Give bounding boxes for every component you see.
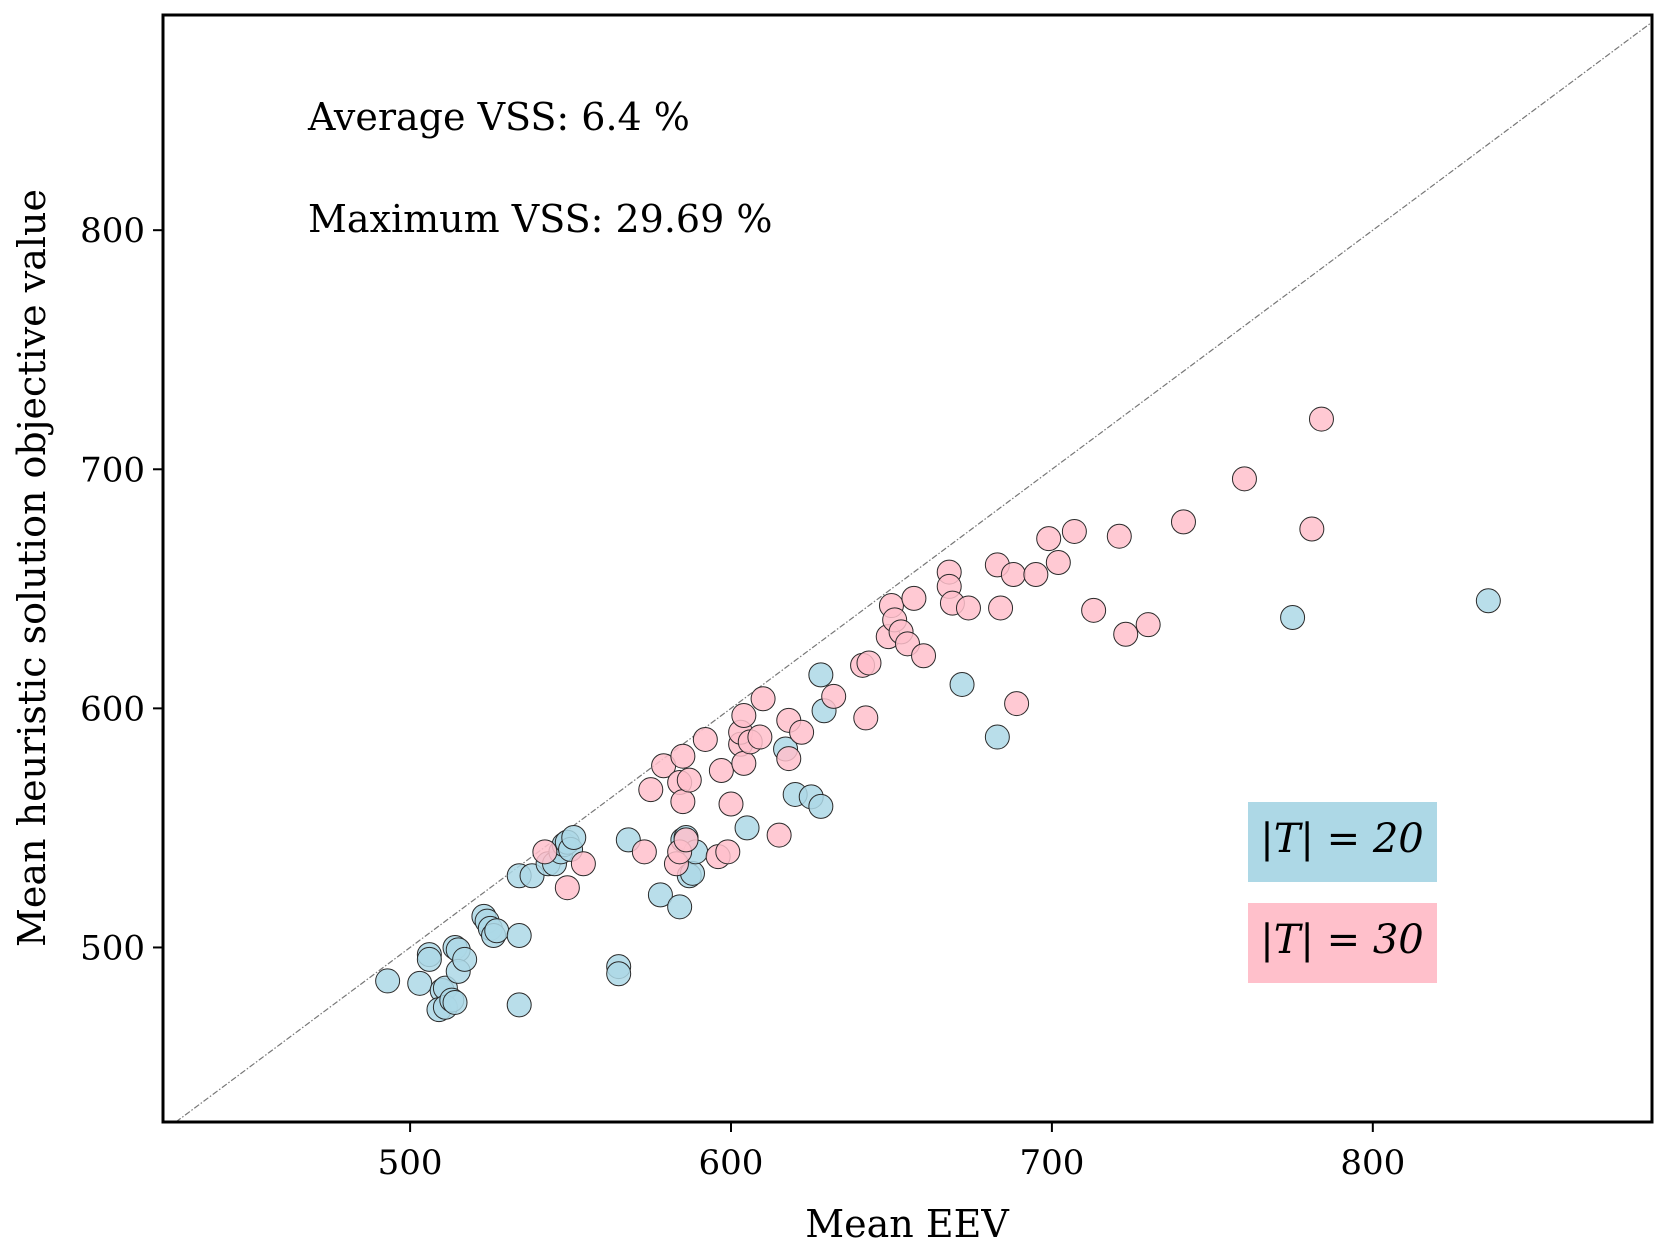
data-point-t30-54 (1113, 621, 1139, 647)
data-point-t20-47 (949, 671, 975, 697)
data-point-t30-16 (715, 839, 741, 865)
data-point-t30-4 (638, 777, 664, 803)
data-point-t30-52 (1081, 597, 1107, 623)
data-point-t30-57 (1231, 466, 1257, 492)
data-point-t30-43 (955, 595, 981, 621)
reference-line (175, 21, 1653, 1123)
data-point-t30-59 (1308, 406, 1334, 432)
data-point-t30-32 (856, 650, 882, 676)
legend-label-t20: |T| = 20 (1260, 816, 1423, 862)
data-point-t30-25 (766, 822, 792, 848)
x-tick-label-700: 700 (1019, 1143, 1084, 1183)
x-axis-ticks: 500 600 700 800 (378, 1122, 1405, 1183)
data-point-t30-17 (718, 791, 744, 817)
data-point-t30-29 (821, 683, 847, 709)
data-point-t30-46 (1000, 561, 1026, 587)
data-point-t20-1 (407, 970, 433, 996)
data-point-t20-44 (808, 793, 834, 819)
data-point-t30-13 (692, 726, 718, 752)
data-point-t30-23 (747, 724, 773, 750)
data-point-t30-9 (670, 789, 696, 815)
data-point-t30-20 (731, 703, 757, 729)
data-point-t20-29 (561, 824, 587, 850)
data-point-t30-24 (750, 686, 776, 712)
data-point-t30-31 (853, 705, 879, 731)
data-point-t30-48 (1023, 561, 1049, 587)
data-point-t20-40 (734, 815, 760, 841)
data-point-t30-2 (570, 851, 596, 877)
y-axis-title: Mean heuristic solution objective value (10, 189, 54, 947)
data-point-t30-21 (731, 750, 757, 776)
data-point-t30-56 (1170, 509, 1196, 535)
x-tick-label-500: 500 (378, 1143, 443, 1183)
x-tick-label-600: 600 (699, 1143, 764, 1183)
y-tick-label-500: 500 (80, 928, 145, 968)
data-point-t30-10 (670, 743, 696, 769)
data-point-t20-33 (647, 882, 673, 908)
maximum-vss-annotation: Maximum VSS: 29.69 % (308, 197, 772, 241)
data-point-t30-0 (532, 839, 558, 865)
data-point-t30-12 (676, 767, 702, 793)
data-point-t20-13 (452, 946, 478, 972)
data-point-t30-50 (1045, 550, 1071, 576)
data-point-t20-48 (984, 724, 1010, 750)
legend: |T| = 20 |T| = 30 (1248, 802, 1437, 983)
data-point-t20-49 (1280, 605, 1306, 631)
data-point-t30-51 (1061, 518, 1087, 544)
data-point-t20-9 (442, 989, 468, 1015)
legend-swatch-t30 (1248, 903, 1437, 983)
data-point-t20-18 (484, 918, 510, 944)
data-point-t20-3 (416, 946, 442, 972)
plot-frame (161, 13, 1654, 1124)
y-tick-label-600: 600 (80, 689, 145, 729)
data-point-t30-38 (901, 585, 927, 611)
data-point-t30-55 (1135, 612, 1161, 638)
data-point-t30-53 (1106, 523, 1132, 549)
x-tick-label-800: 800 (1340, 1143, 1405, 1183)
data-point-t30-47 (1004, 691, 1030, 717)
legend-swatch-t20 (1248, 802, 1437, 882)
data-point-t20-50 (1475, 588, 1501, 614)
data-point-t30-11 (673, 827, 699, 853)
data-point-t20-45 (808, 662, 834, 688)
y-tick-label-800: 800 (80, 211, 145, 251)
data-point-t30-1 (554, 875, 580, 901)
y-tick-label-700: 700 (80, 450, 145, 490)
data-point-t30-49 (1036, 526, 1062, 552)
legend-label-t30: |T| = 30 (1260, 917, 1423, 963)
data-point-t30-45 (988, 595, 1014, 621)
y-axis-ticks: 500 600 700 800 (80, 211, 163, 968)
data-point-t20-21 (506, 992, 532, 1018)
x-axis-title: Mean EEV (805, 1202, 1009, 1246)
data-point-t20-19 (506, 923, 532, 949)
data-point-t20-0 (375, 968, 401, 994)
average-vss-annotation: Average VSS: 6.4 % (307, 95, 690, 139)
data-point-t30-28 (789, 719, 815, 745)
data-point-t30-39 (911, 643, 937, 669)
data-point-t20-31 (606, 961, 632, 987)
data-point-t30-58 (1299, 516, 1325, 542)
points-layer (375, 406, 1501, 1023)
data-point-t30-27 (776, 746, 802, 772)
data-point-t20-34 (667, 894, 693, 920)
data-point-t30-3 (631, 839, 657, 865)
data-point-t30-15 (708, 758, 734, 784)
